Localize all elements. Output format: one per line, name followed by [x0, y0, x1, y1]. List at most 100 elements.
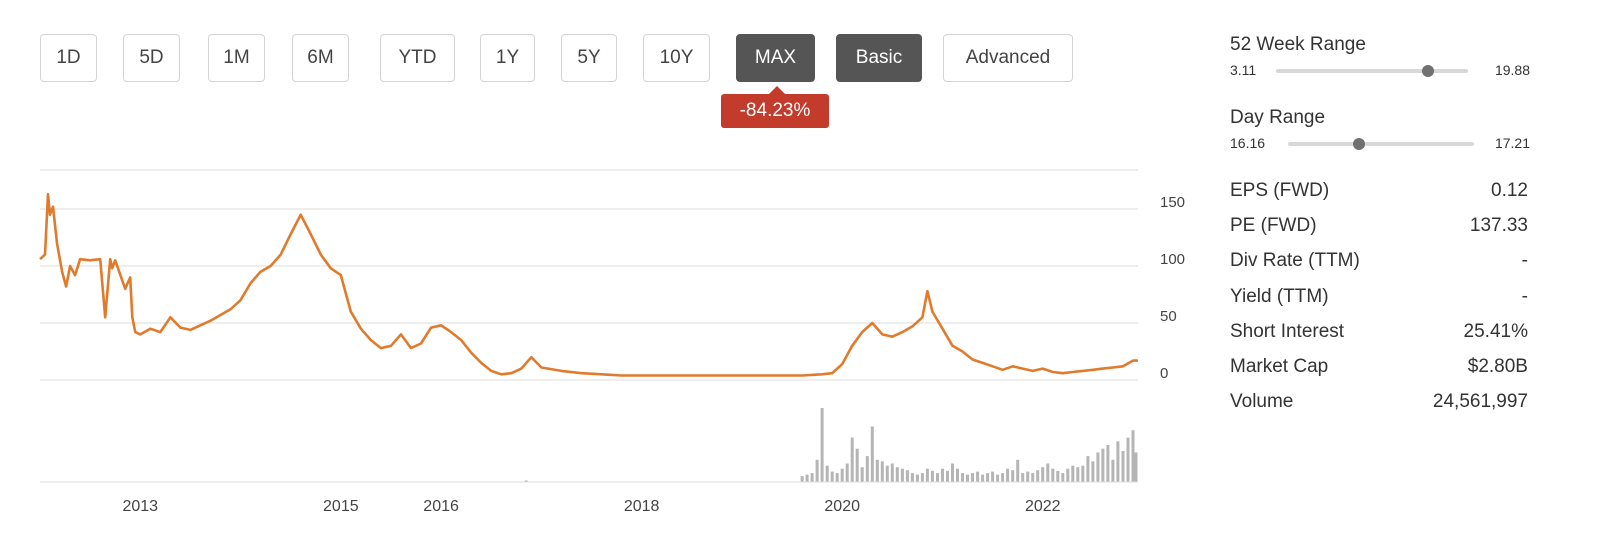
stat-row-pe-fwd: PE (FWD) 137.33 [1230, 215, 1528, 241]
range-button-1y[interactable]: 1Y [480, 34, 535, 82]
volume-bar [976, 471, 980, 482]
volume-bar [1046, 463, 1050, 482]
stat-value: 25.41% [1463, 321, 1528, 342]
stat-label: PE (FWD) [1230, 215, 1317, 236]
volume-bar [941, 468, 944, 482]
volume-bar [815, 459, 819, 482]
stat-row-volume: Volume 24,561,997 [1230, 391, 1528, 417]
week52-range-bar: 3.11 19.88 [1230, 60, 1530, 80]
period-change-badge: -84.23% [721, 86, 829, 128]
volume-bar [946, 470, 949, 482]
volume-bar [890, 463, 894, 482]
range-button-5d[interactable]: 5D [123, 34, 180, 82]
volume-bar [1071, 465, 1075, 482]
range-button-basic[interactable]: Basic [836, 34, 922, 82]
volume-bar [855, 448, 859, 482]
x-tick-label: 2018 [624, 498, 660, 515]
range-button-10y[interactable]: 10Y [643, 34, 710, 82]
stat-label: Yield (TTM) [1230, 286, 1329, 307]
volume-bar [900, 468, 904, 482]
volume-bar [991, 471, 995, 482]
stat-row-div-rate-ttm: Div Rate (TTM) - [1230, 250, 1528, 276]
volume-bar [1016, 459, 1020, 482]
x-tick-label: 2015 [323, 498, 359, 515]
day-range-bar: 16.16 17.21 [1230, 133, 1530, 153]
grid-lines [40, 169, 1138, 381]
week52-marker [1421, 65, 1434, 77]
volume-bar [805, 474, 809, 482]
volume-bar [1001, 473, 1005, 482]
x-tick-label: 2016 [423, 498, 459, 515]
volume-bar [1131, 430, 1135, 482]
volume-bar [524, 480, 528, 482]
range-button-1m[interactable]: 1M [208, 34, 265, 82]
volume-bar [1021, 473, 1025, 482]
x-tick-label: 2013 [122, 498, 158, 515]
stat-value: - [1521, 250, 1528, 271]
day-track [1288, 138, 1474, 150]
volume-bar [895, 467, 899, 482]
x-tick-label: 2020 [824, 498, 860, 515]
volume-bar [1096, 452, 1100, 482]
volume-bar [1101, 448, 1105, 482]
volume-bar [1006, 468, 1010, 482]
stat-value: $2.80B [1467, 356, 1528, 377]
volume-bar [860, 467, 864, 482]
volume-bar [835, 473, 839, 482]
volume-bar [1086, 456, 1090, 482]
volume-bar [1081, 465, 1085, 482]
stat-value: - [1521, 286, 1528, 307]
volume-bar [810, 473, 814, 482]
week52-high: 19.88 [1494, 62, 1530, 78]
volume-bar [825, 465, 829, 482]
volume-bar [930, 470, 934, 482]
volume-bar [1051, 468, 1055, 482]
volume-bar [800, 476, 804, 482]
volume-bar [971, 473, 974, 482]
volume-bar [1111, 459, 1115, 482]
range-button-5y[interactable]: 5Y [561, 34, 617, 82]
range-button-6m[interactable]: 6M [292, 34, 349, 82]
price-chart[interactable]: 0 50 100 150 2013 2015 2016 2018 2020 2022 [0, 140, 1200, 532]
volume-bar [840, 468, 844, 482]
volume-bar [1106, 445, 1110, 482]
volume-bar [925, 468, 929, 482]
stat-label: Market Cap [1230, 356, 1329, 377]
stat-value: 137.33 [1469, 215, 1528, 236]
stat-row-market-cap: Market Cap $2.80B [1230, 356, 1528, 382]
stat-label: Div Rate (TTM) [1230, 250, 1360, 271]
volume-bar [820, 408, 824, 482]
week52-track [1276, 65, 1468, 77]
day-range-title: Day Range [1230, 107, 1326, 128]
x-axis-ticks: 2013 2015 2016 2018 2020 2022 [122, 498, 1060, 515]
week52-range-title: 52 Week Range [1230, 34, 1366, 55]
volume-bar [915, 474, 919, 482]
volume-bar [1036, 470, 1040, 482]
day-low: 16.16 [1230, 135, 1266, 151]
volume-bar [885, 465, 889, 482]
volume-bar [1134, 452, 1138, 482]
volume-bar [1066, 468, 1070, 482]
volume-bar [845, 463, 849, 482]
volume-bar [865, 456, 869, 482]
y-tick-label: 50 [1160, 308, 1177, 325]
volume-bar [996, 474, 1000, 482]
stat-label: EPS (FWD) [1230, 180, 1330, 201]
stat-row-short-interest: Short Interest 25.41% [1230, 321, 1528, 347]
range-button-advanced[interactable]: Advanced [943, 34, 1073, 82]
volume-bar [1041, 467, 1045, 482]
volume-bar [830, 471, 834, 482]
y-tick-label: 0 [1160, 365, 1168, 382]
stat-value: 0.12 [1491, 180, 1528, 201]
range-button-1d[interactable]: 1D [40, 34, 97, 82]
stat-label: Volume [1230, 391, 1294, 412]
range-button-ytd[interactable]: YTD [380, 34, 455, 82]
volume-bar [1076, 467, 1080, 482]
price-series-line [39, 192, 1138, 377]
week52-range: 52 Week Range 3.11 19.88 [1230, 34, 1530, 80]
volume-bar [850, 437, 854, 482]
volume-bar [1121, 450, 1125, 482]
y-tick-label: 100 [1160, 251, 1185, 268]
x-tick-label: 2022 [1025, 498, 1061, 515]
range-button-max[interactable]: MAX [736, 34, 815, 82]
